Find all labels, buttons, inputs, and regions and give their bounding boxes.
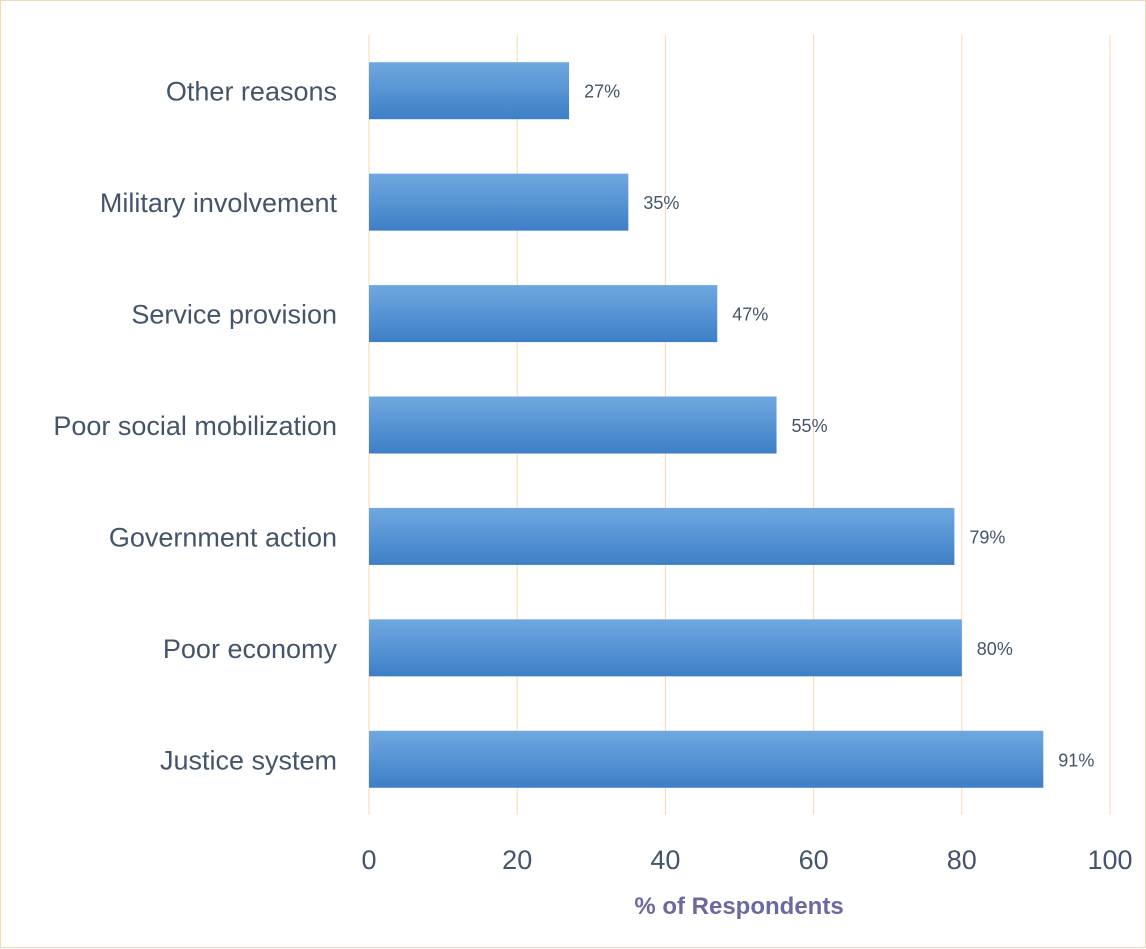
bar <box>369 173 629 231</box>
data-label: 27% <box>584 82 620 102</box>
labels: 0 20 40 60 80 100 Other reasons 27% Military inv… <box>53 77 1132 875</box>
data-label: 79% <box>969 527 1005 547</box>
category-label: Service provision <box>131 300 337 330</box>
x-tick-label: 60 <box>799 845 829 875</box>
data-label: 80% <box>977 639 1013 659</box>
category-label: Poor social mobilization <box>53 411 337 441</box>
category-label: Military involvement <box>100 188 338 218</box>
category-label: Poor economy <box>163 634 338 664</box>
category-label: Other reasons <box>166 77 337 107</box>
data-label: 47% <box>732 305 768 325</box>
x-tick-label: 40 <box>650 845 680 875</box>
bar <box>369 730 1044 788</box>
bar <box>369 62 570 120</box>
bar <box>369 396 777 454</box>
category-label: Government action <box>109 522 337 552</box>
data-label: 35% <box>643 193 679 213</box>
x-tick-label: 80 <box>947 845 977 875</box>
category-label: Justice system <box>160 745 337 775</box>
bar <box>369 507 955 565</box>
data-label: 55% <box>792 416 828 436</box>
x-tick-label: 20 <box>502 845 532 875</box>
bar <box>369 285 718 343</box>
x-axis-title: % of Respondents <box>634 893 843 920</box>
bars <box>369 62 1044 788</box>
data-label: 91% <box>1058 750 1094 770</box>
x-tick-label: 100 <box>1087 845 1132 875</box>
bar <box>369 619 962 677</box>
x-tick-label: 0 <box>361 845 376 875</box>
